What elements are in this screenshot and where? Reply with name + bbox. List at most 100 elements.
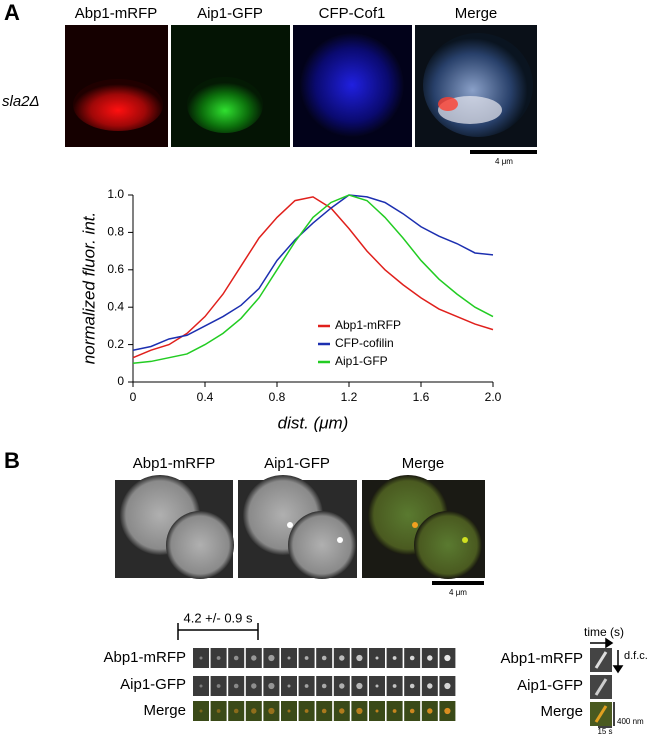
spot	[444, 654, 451, 662]
spot	[199, 684, 203, 688]
column-header: Abp1-mRFP	[133, 455, 216, 472]
x-tick-label: 1.2	[341, 390, 358, 404]
legend-label: Abp1-mRFP	[335, 318, 401, 332]
spot	[356, 682, 363, 690]
micrographs	[65, 25, 537, 147]
spot	[268, 654, 275, 662]
spot	[199, 709, 203, 713]
spot	[321, 655, 327, 661]
column-header: Abp1-mRFP	[75, 5, 158, 22]
scale-label: 15 s	[597, 727, 612, 736]
scale-label: 4 μm	[449, 588, 467, 597]
scale-label: 4 μm	[495, 157, 513, 166]
column-header: Merge	[455, 5, 498, 22]
frame	[210, 676, 227, 696]
spot	[356, 654, 363, 662]
line-series	[132, 194, 494, 365]
row-label: Merge	[540, 703, 583, 720]
line-chart: normalized fluor. int. dist. (μm) 0 0.2 0.…	[79, 187, 501, 432]
scale-label: 400 nm	[617, 717, 644, 726]
line-series	[132, 196, 494, 359]
column-header: Aip1-GFP	[197, 5, 263, 22]
spot	[375, 684, 379, 688]
row-label: Aip1-GFP	[517, 677, 583, 694]
panel-label: B	[4, 448, 20, 473]
spot	[375, 656, 379, 660]
line-series	[132, 194, 494, 351]
row-label: Abp1-mRFP	[500, 650, 583, 667]
x-tick-label: 2.0	[485, 390, 502, 404]
spot	[339, 655, 345, 661]
spot	[304, 709, 309, 713]
timelapse	[193, 648, 456, 721]
y-tick-label: 0.8	[107, 225, 124, 239]
spot	[216, 656, 221, 660]
spot	[287, 684, 291, 688]
spot	[251, 683, 257, 689]
frame	[210, 648, 227, 668]
panel-label: A	[4, 0, 20, 25]
micrographs	[115, 475, 485, 579]
frame	[193, 676, 209, 696]
spot	[233, 708, 239, 714]
spot	[233, 655, 239, 661]
frame	[193, 648, 209, 668]
x-tick-label: 1.6	[413, 390, 430, 404]
legend-label: CFP-cofilin	[335, 336, 394, 350]
frame	[193, 701, 209, 721]
frame	[228, 676, 245, 696]
spot	[339, 683, 345, 689]
dfc-label: d.f.c.	[624, 650, 648, 662]
kymographs	[590, 648, 615, 728]
spot	[392, 656, 397, 660]
spot	[321, 708, 327, 714]
spot	[444, 682, 451, 690]
spot	[409, 683, 415, 689]
arrows	[590, 637, 624, 674]
frame	[210, 701, 227, 721]
column-header: Aip1-GFP	[264, 455, 330, 472]
interval-label: 4.2 +/- 0.9 s	[183, 610, 253, 625]
spot	[268, 707, 275, 715]
x-tick-label: 0.8	[269, 390, 286, 404]
y-tick-label: 0.4	[107, 299, 124, 313]
spot	[409, 655, 415, 661]
spot	[216, 684, 221, 688]
spot	[268, 682, 275, 690]
column-header: CFP-Cof1	[319, 5, 386, 22]
spot	[199, 656, 203, 660]
x-axis-label: dist. (μm)	[278, 413, 349, 432]
frame	[228, 648, 245, 668]
spot	[251, 655, 257, 661]
column-header: Merge	[402, 455, 445, 472]
spot	[321, 683, 327, 689]
spot	[304, 656, 309, 660]
spot	[216, 709, 221, 713]
interval-bracket	[177, 623, 259, 640]
y-axis-label: normalized fluor. int.	[79, 212, 98, 364]
x-tick-label: 0	[130, 390, 137, 404]
row-label: Abp1-mRFP	[103, 649, 186, 666]
spot	[427, 655, 433, 661]
spot	[251, 708, 257, 714]
y-tick-label: 0	[117, 374, 124, 388]
spot	[356, 707, 363, 715]
spot	[392, 709, 397, 713]
spot	[304, 684, 309, 688]
spot	[427, 708, 433, 714]
row-label: Merge	[143, 702, 186, 719]
spot	[409, 708, 415, 714]
y-tick-label: 0.2	[107, 337, 124, 351]
x-tick-label: 0.4	[197, 390, 214, 404]
frame	[228, 701, 245, 721]
spot	[375, 709, 379, 713]
spot	[427, 683, 433, 689]
spot	[339, 708, 345, 714]
row-label: sla2Δ	[2, 93, 40, 110]
legend-label: Aip1-GFP	[335, 354, 388, 368]
spot	[287, 709, 291, 713]
time-axis-label: time (s)	[584, 625, 624, 639]
spot	[233, 683, 239, 689]
spot	[392, 684, 397, 688]
